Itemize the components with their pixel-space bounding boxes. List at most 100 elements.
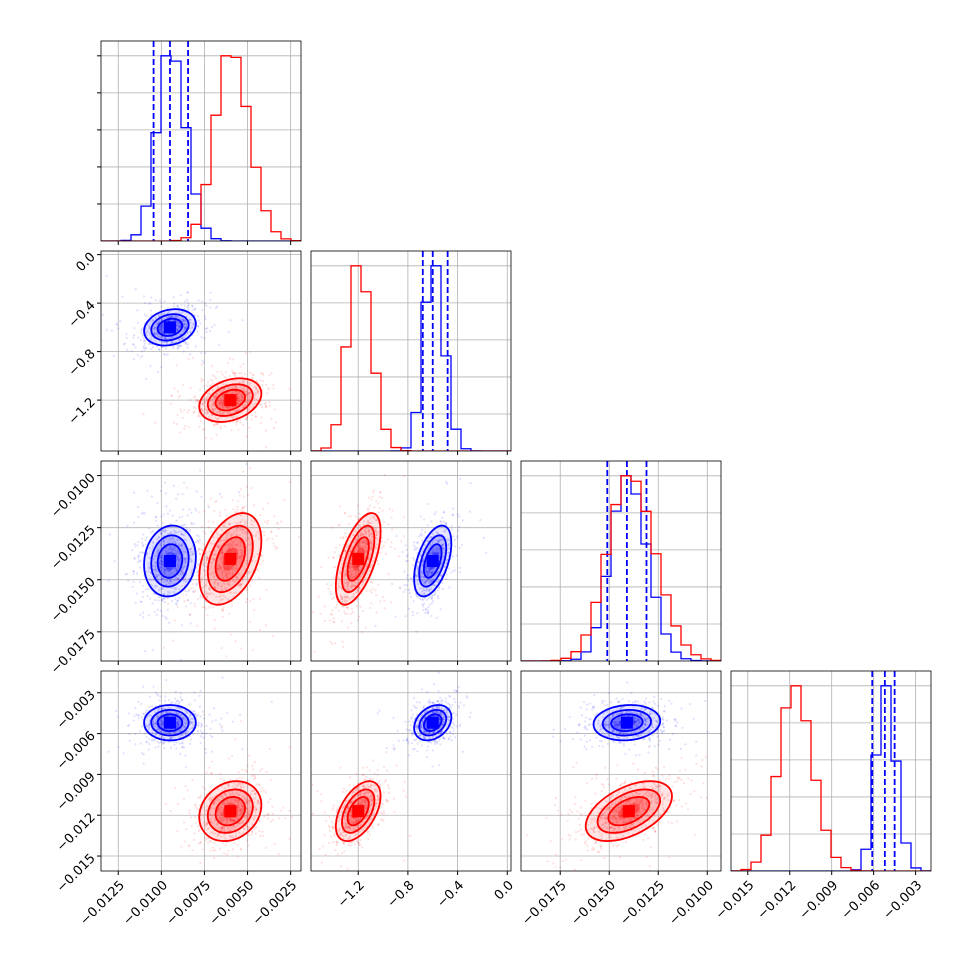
scatter-point [126,579,130,582]
scatter-point [177,306,180,309]
scatter-point [252,597,255,601]
scatter-point [223,568,226,571]
scatter-point [187,308,190,311]
scatter-point [174,315,178,318]
scatter-point [205,398,208,401]
scatter-point [154,568,157,571]
density-peak-series-1 [352,552,365,565]
scatter-point [174,576,177,579]
scatter-point [183,562,187,565]
scatter-point [169,572,172,575]
scatter-point [201,359,204,362]
scatter-point [345,561,348,565]
scatter-point [246,394,249,397]
scatter-point [170,538,173,541]
scatter-point [197,468,199,470]
scatter-point [126,572,129,575]
scatter-point [226,581,229,584]
scatter-point [393,547,397,550]
scatter-point [206,381,210,384]
scatter-point [205,558,209,561]
scatter-point [184,326,187,330]
scatter-point [190,571,193,574]
scatter-point [242,423,245,426]
scatter-point [447,544,450,547]
scatter-point [154,317,157,320]
scatter-point [237,490,241,494]
scatter-point [160,329,164,332]
scatter-point [447,547,451,550]
scatter-point [157,539,160,542]
scatter-point [159,335,162,338]
scatter-point [221,576,225,579]
scatter-point [156,574,160,577]
scatter-point [429,578,433,581]
scatter-point [323,619,326,622]
scatter-point [166,579,169,582]
scatter-point [228,523,231,526]
scatter-point [298,717,300,719]
scatter-point [150,296,153,299]
scatter-point [265,446,268,449]
scatter-point [430,614,433,617]
scatter-point [216,544,219,548]
scatter-point [212,521,215,524]
scatter-point [424,580,427,584]
scatter-point [237,409,240,412]
scatter-point [171,540,175,543]
scatter-point [137,515,140,519]
scatter-point [132,342,135,346]
scatter-point [137,554,141,557]
scatter-point [233,544,236,547]
scatter-point [171,319,174,322]
scatter-point [200,363,203,366]
scatter-point [214,587,217,590]
scatter-point [165,337,168,341]
scatter-point [181,746,184,749]
scatter-point [146,594,149,598]
scatter-point [437,570,440,574]
scatter-point [172,552,175,555]
scatter-point [156,345,159,348]
scatter-point [163,539,166,542]
scatter-point [190,560,193,563]
scatter-point [197,539,200,543]
scatter-point [175,327,178,331]
scatter-point [132,491,136,494]
scatter-point [356,579,359,582]
scatter-point [159,740,163,744]
scatter-point [134,545,137,548]
scatter-point [165,552,168,555]
scatter-point [154,573,157,576]
scatter-point [180,545,184,548]
scatter-point [160,577,163,581]
scatter-point [154,333,157,336]
scatter-point [193,691,196,694]
scatter-point [133,543,136,546]
scatter-point [232,390,236,393]
scatter-point [235,409,238,412]
scatter-point [221,403,224,406]
scatter-point [229,591,233,594]
scatter-point [246,407,249,410]
scatter-point [244,390,248,393]
scatter-point [265,539,268,542]
scatter-point [351,584,354,588]
scatter-point [225,597,228,600]
scatter-point [199,595,202,598]
scatter-point [206,411,209,414]
scatter-point [359,605,362,608]
scatter-point [327,587,330,590]
scatter-point [404,615,407,618]
scatter-point [223,411,226,414]
scatter-point [206,556,209,559]
scatter-point [203,385,206,388]
scatter-point [438,549,441,552]
scatter-point [162,313,165,316]
scatter-point [235,577,238,580]
scatter-point [160,562,163,566]
scatter-point [126,348,129,351]
scatter-point [159,588,162,591]
scatter-point [268,388,271,391]
scatter-point [414,548,418,551]
